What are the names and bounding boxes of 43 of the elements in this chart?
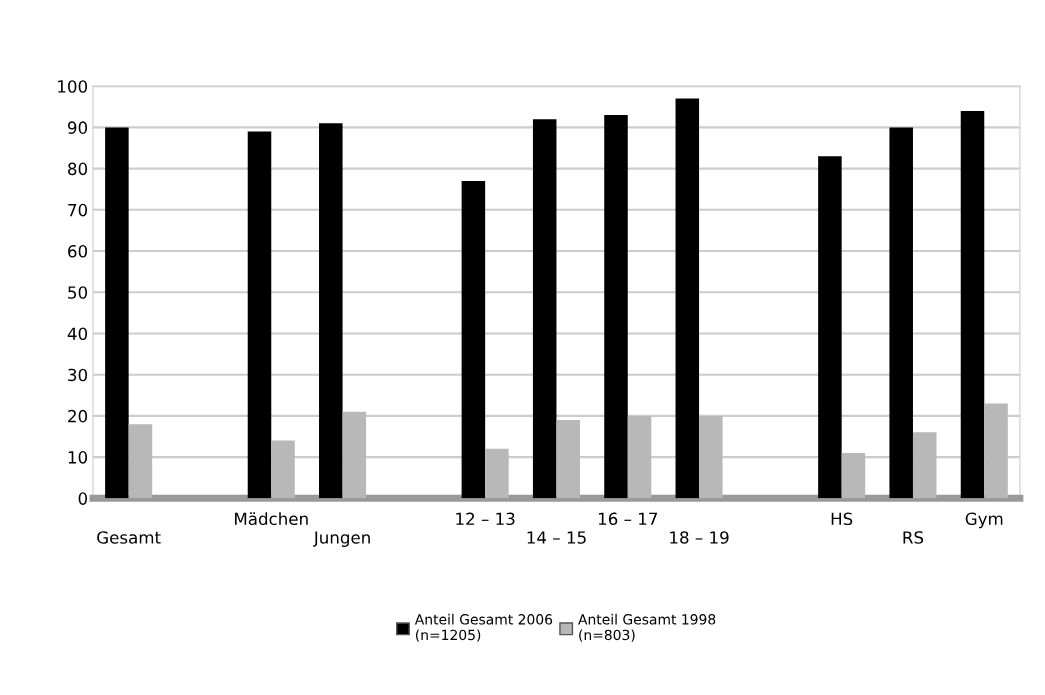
x-tick-label: RS [903,531,924,544]
bar [699,415,723,499]
bar [675,98,700,499]
bar [319,123,343,499]
bar [247,131,272,499]
bar [889,127,913,499]
bar [960,110,985,499]
bar [128,424,153,499]
y-tick-label: 80 [68,162,88,176]
y-tick-label: 70 [68,203,88,217]
x-tick-label: 18 – 19 [670,531,729,544]
bar [604,115,628,499]
legend-label: Anteil Gesamt 2006 (n=1205) [414,613,553,642]
x-tick-label: 12 – 13 [456,512,515,526]
bar [912,432,937,499]
bar [271,440,295,499]
bar [984,403,1008,499]
y-tick-label: 30 [68,368,88,382]
x-tick-label: 14 – 15 [527,531,586,544]
bar [532,119,557,499]
y-tick-label: 20 [68,409,88,423]
y-tick-label: 90 [67,121,88,134]
y-tick-label: 100 [58,80,88,93]
y-tick-label: 40 [67,327,88,341]
legend-label: Anteil Gesamt 1998 (n=803) [578,613,716,642]
bar [342,411,367,499]
x-tick-label: Jungen [312,531,370,547]
x-tick-label: 16 – 17 [598,512,658,526]
x-tick-label: Mädchen [235,512,308,526]
bar [818,156,842,499]
bar [556,420,580,499]
x-tick-label: HS [831,512,853,526]
bar [105,127,129,499]
y-tick-label: 50 [68,286,88,299]
bar [627,415,652,499]
y-tick-label: 0 [78,492,88,505]
x-tick-label: Gesamt [97,531,161,544]
bar [841,452,866,499]
bar [485,448,509,499]
bar [461,180,486,499]
y-tick-label: 60 [68,245,88,258]
x-tick-label: Gym [965,512,1003,529]
y-tick-label: 10 [68,451,88,464]
